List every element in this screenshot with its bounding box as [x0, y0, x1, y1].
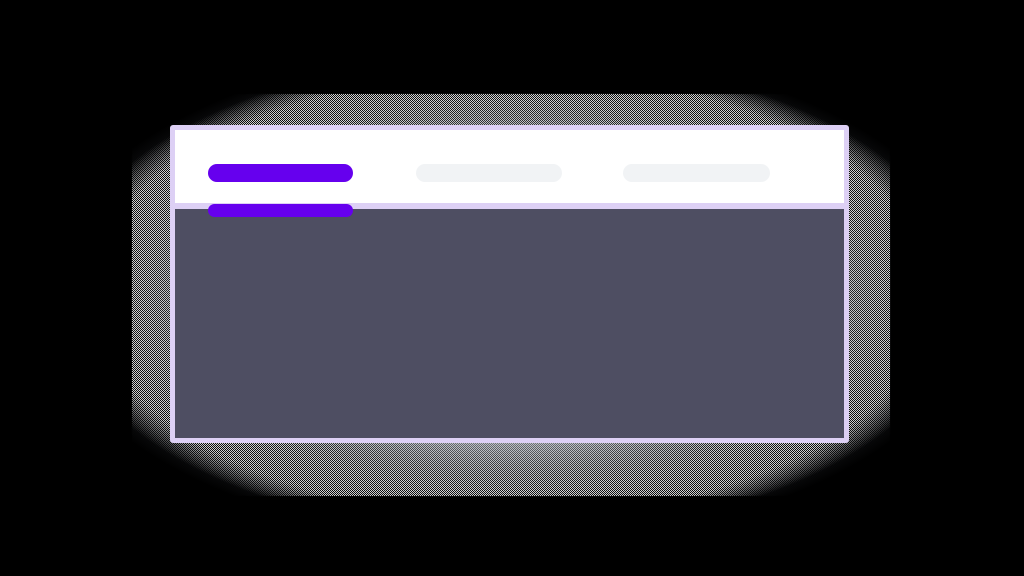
header-divider [175, 203, 844, 209]
skeleton-bar-primary[interactable] [208, 164, 353, 182]
app-card [170, 125, 849, 443]
active-tab-indicator[interactable] [208, 204, 353, 217]
card-body-content-area [175, 209, 844, 438]
skeleton-bar-secondary[interactable] [416, 164, 562, 182]
skeleton-bar-tertiary[interactable] [623, 164, 770, 182]
card-header-toolbar [175, 130, 844, 203]
